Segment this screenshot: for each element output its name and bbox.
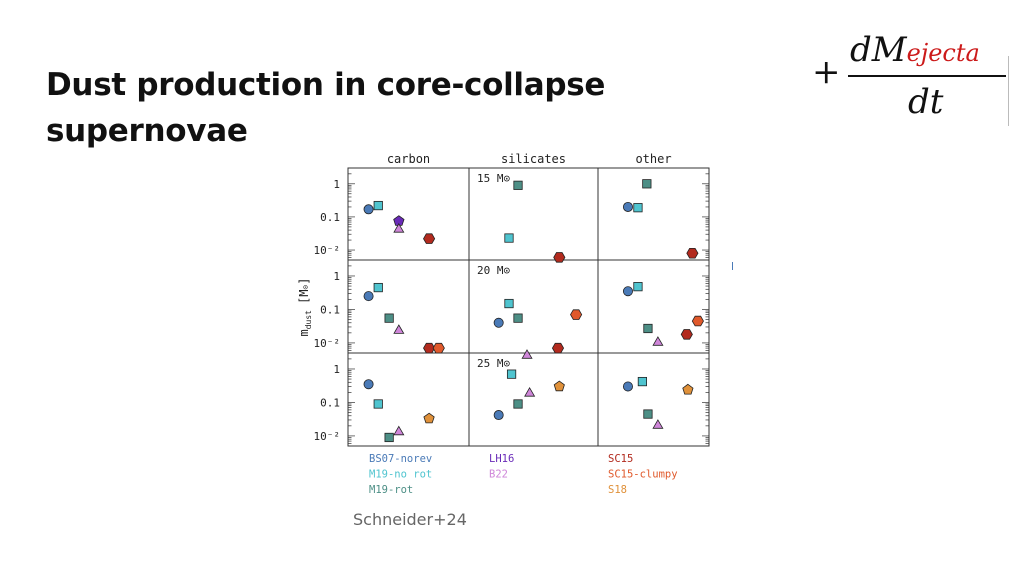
data-point-sc15-clumpy xyxy=(691,315,704,327)
equation-dm: dM xyxy=(850,30,907,70)
legend-entry: BS07-norev xyxy=(369,453,432,465)
citation: Schneider+24 xyxy=(353,510,467,529)
y-tick-label: 10⁻² xyxy=(314,430,341,443)
data-point-m19-no-rot xyxy=(637,376,648,387)
legend-entry: LH16 xyxy=(489,453,514,465)
data-point-b22 xyxy=(393,223,405,233)
data-point-s18 xyxy=(682,383,694,395)
y-tick-label: 0.1 xyxy=(320,303,340,316)
column-title: other xyxy=(635,152,671,166)
data-point-sc15 xyxy=(553,252,566,263)
plot-frame xyxy=(347,167,710,447)
title-line-1: Dust production in core-collapse xyxy=(46,67,606,103)
y-tick-label: 0.1 xyxy=(320,211,340,224)
data-point-sc15-clumpy xyxy=(570,309,583,320)
data-point-bs07-norev xyxy=(622,381,633,392)
data-point-bs07-norev xyxy=(622,201,633,212)
data-point-m19-no-rot xyxy=(373,399,383,409)
data-point-m19-rot xyxy=(643,409,653,419)
legend-entry: SC15 xyxy=(608,453,633,465)
data-point-b22 xyxy=(652,419,664,429)
data-point-b22 xyxy=(652,336,664,346)
legend-entry: S18 xyxy=(608,484,627,496)
y-tick-label: 0.1 xyxy=(320,396,340,409)
slide-title: Dust production in core-collapse superno… xyxy=(46,62,746,154)
data-point-m19-no-rot xyxy=(373,282,383,293)
data-point-bs07-norev xyxy=(363,204,374,215)
data-point-s18 xyxy=(553,380,565,392)
data-point-sc15 xyxy=(423,342,436,354)
dust-ejecta-equation: + dMejecta dt xyxy=(810,20,1024,130)
data-point-bs07-norev xyxy=(493,317,504,328)
y-tick-label: 10⁻² xyxy=(314,244,341,257)
y-tick-label: 1 xyxy=(333,270,340,283)
data-point-bs07-norev xyxy=(622,286,633,297)
data-point-b22 xyxy=(521,349,533,359)
y-axis-label: mdust[M⊙] xyxy=(297,277,313,336)
data-point-m19-rot xyxy=(513,313,523,323)
y-tick-label: 1 xyxy=(333,363,340,376)
legend-entry: M19-no rot xyxy=(369,469,432,481)
equation-subscript: ejecta xyxy=(906,39,980,67)
data-point-b22 xyxy=(393,425,405,436)
equation-plus: + xyxy=(812,52,841,92)
data-point-bs07-norev xyxy=(363,291,374,302)
column-title: silicates xyxy=(501,152,566,166)
data-point-b22 xyxy=(393,324,405,334)
data-point-sc15 xyxy=(423,233,436,244)
data-point-bs07-norev xyxy=(363,379,374,390)
y-tick-label: 10⁻² xyxy=(314,337,341,350)
equation-image-edge xyxy=(1008,56,1009,126)
legend-entry: B22 xyxy=(489,469,508,481)
equation-denominator: dt xyxy=(908,82,944,122)
title-line-2: supernovae xyxy=(46,113,248,149)
data-point-m19-rot xyxy=(513,399,523,409)
data-point-m19-no-rot xyxy=(633,282,643,292)
data-point-b22 xyxy=(524,387,536,397)
data-point-sc15 xyxy=(680,329,693,340)
data-point-bs07-norev xyxy=(493,410,504,421)
data-point-sc15 xyxy=(551,342,565,354)
y-tick-label: 1 xyxy=(333,178,340,191)
data-point-m19-rot xyxy=(384,313,394,323)
data-point-m19-no-rot xyxy=(633,203,643,213)
row-mass-label: 20 M⊙ xyxy=(477,264,510,277)
data-point-m19-rot xyxy=(642,179,652,189)
legend-entry: M19-rot xyxy=(369,484,413,496)
stray-mark xyxy=(732,262,733,270)
column-title: carbon xyxy=(387,152,430,166)
row-mass-label: 15 M⊙ xyxy=(477,172,510,185)
data-point-m19-rot xyxy=(384,432,394,443)
legend-entry: SC15-clumpy xyxy=(608,469,678,481)
data-point-m19-rot xyxy=(643,323,653,334)
data-point-s18 xyxy=(423,412,435,424)
data-point-m19-no-rot xyxy=(373,200,383,211)
row-mass-label: 25 M⊙ xyxy=(477,357,510,370)
data-point-sc15-clumpy xyxy=(432,342,445,354)
data-point-sc15 xyxy=(686,247,699,259)
data-point-m19-no-rot xyxy=(506,369,517,379)
equation-numerator: dMejecta xyxy=(850,30,980,70)
y-axis-label-text: mdust[M⊙] xyxy=(297,277,313,336)
data-point-m19-no-rot xyxy=(504,298,514,309)
equation-fraction-bar xyxy=(848,75,1006,77)
data-point-m19-no-rot xyxy=(504,233,514,243)
data-point-m19-rot xyxy=(513,180,523,190)
